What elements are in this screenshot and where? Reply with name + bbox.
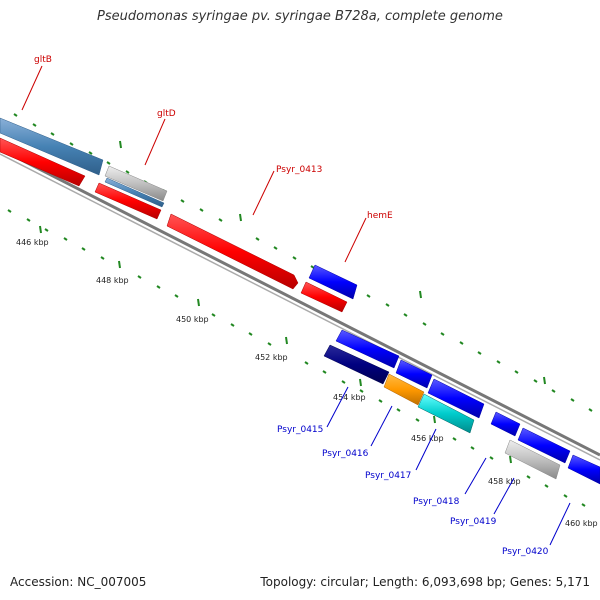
- tick-label: 460 kbp: [565, 519, 598, 528]
- leader-lines: [21, 65, 571, 546]
- map-title: Pseudomonas syringae pv. syringae B728a,…: [97, 9, 503, 24]
- gene-label-Psyr_0420[interactable]: Psyr_0420: [502, 547, 549, 557]
- backbone-outer: [0, 147, 600, 457]
- gene-label-Psyr_0415[interactable]: Psyr_0415: [277, 425, 323, 435]
- tick-label: 452 kbp: [255, 353, 288, 362]
- gene-Psyr_0419-outer[interactable]: [517, 427, 571, 464]
- gene-label-Psyr_0416[interactable]: Psyr_0416: [322, 449, 369, 459]
- tick-label: 454 kbp: [333, 393, 366, 402]
- gene-gltB-outer[interactable]: [0, 117, 104, 176]
- gene-gltD-outer[interactable]: [104, 165, 168, 202]
- gene-label-hemE[interactable]: hemE: [367, 211, 393, 221]
- gene-Psyr_0413-inner[interactable]: [166, 213, 299, 290]
- gene-label-Psyr_0419[interactable]: Psyr_0419: [450, 517, 497, 527]
- tick-labels: 446 kbp 448 kbp 450 kbp 452 kbp 454 kbp …: [16, 238, 598, 528]
- gene-label-gltD[interactable]: gltD: [157, 109, 176, 119]
- tick-label: 458 kbp: [488, 477, 521, 486]
- tick-label: 448 kbp: [96, 276, 129, 285]
- gene-gltD-steel[interactable]: [104, 177, 165, 208]
- gene-label-Psyr_0418[interactable]: Psyr_0418: [413, 497, 460, 507]
- gene-hemE-outer[interactable]: [308, 264, 358, 300]
- accession-label: Accession: NC_007005: [10, 575, 147, 589]
- gene-Psyr_0420-outer[interactable]: [567, 454, 600, 485]
- tick-label: 446 kbp: [16, 238, 49, 247]
- gene-label-Psyr_0417[interactable]: Psyr_0417: [365, 471, 411, 481]
- tick-label: 456 kbp: [411, 434, 444, 443]
- gene-Psyr_0417-inner[interactable]: [417, 393, 475, 434]
- gene-labels: gltB gltD Psyr_0413 hemE Psyr_0415 Psyr_…: [34, 55, 549, 557]
- gene-Psyr_0415-inner[interactable]: [323, 344, 390, 385]
- gene-Psyr_0415-outer[interactable]: [335, 329, 400, 369]
- gene-Psyr_0419-inner[interactable]: [504, 439, 561, 480]
- backbone-inner: [0, 153, 600, 461]
- tick-label: 450 kbp: [176, 315, 209, 324]
- genome-stats-label: Topology: circular; Length: 6,093,698 bp…: [260, 575, 590, 589]
- gene-hemE-inner[interactable]: [300, 281, 348, 313]
- outer-tick-ruler: [13, 113, 593, 412]
- gene-Psyr_0416-outer[interactable]: [395, 359, 433, 389]
- gene-Psyr_0416-inner[interactable]: [383, 373, 425, 406]
- gene-label-gltB[interactable]: gltB: [34, 55, 52, 65]
- gene-gltB-inner[interactable]: [0, 137, 86, 187]
- gene-gltD-inner[interactable]: [94, 182, 162, 220]
- gene-Psyr_0418-outer[interactable]: [490, 411, 521, 437]
- inner-tick-ruler: [7, 209, 586, 507]
- gene-Psyr_0417-outer[interactable]: [427, 378, 485, 419]
- gene-label-Psyr_0413[interactable]: Psyr_0413: [276, 165, 322, 175]
